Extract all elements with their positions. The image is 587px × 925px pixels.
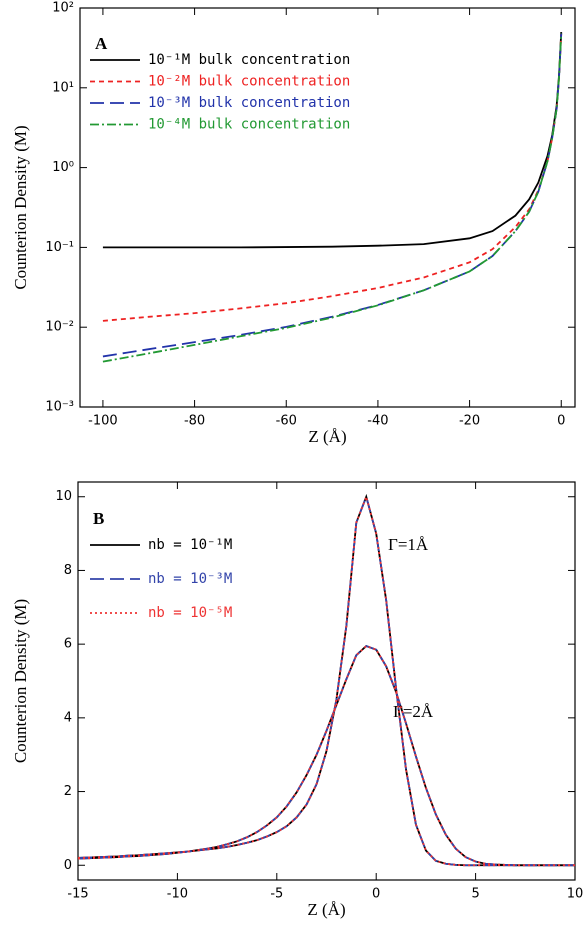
- x-tick-label: 10: [567, 887, 584, 902]
- x-tick-label: -80: [184, 414, 205, 429]
- y-tick-label: 2: [64, 784, 72, 799]
- panel-label: B: [93, 509, 104, 528]
- y-tick-label: 10¹: [52, 80, 74, 95]
- panel-label: A: [95, 34, 108, 53]
- x-tick-label: -10: [167, 887, 188, 902]
- y-tick-label: 10⁻²: [45, 320, 74, 335]
- x-tick-label: -5: [270, 887, 283, 902]
- y-tick-label: 0: [64, 858, 72, 873]
- y-tick-label: 10⁻¹: [45, 240, 74, 255]
- y-tick-label: 10: [55, 489, 72, 504]
- legend-label: 10⁻⁴M bulk concentration: [148, 117, 350, 133]
- x-tick-label: 0: [372, 887, 380, 902]
- y-tick-label: 4: [64, 710, 72, 725]
- legend-label: 10⁻³M bulk concentration: [148, 95, 350, 111]
- series-line: [102, 33, 563, 363]
- x-axis-label: Z (Å): [308, 427, 346, 446]
- plot-frame: [79, 7, 576, 408]
- x-tick-label: -20: [459, 414, 480, 429]
- plot-frame: [77, 481, 576, 881]
- x-tick-label: -100: [88, 414, 118, 429]
- x-tick-label: -60: [276, 414, 297, 429]
- y-tick-label: 10²: [52, 1, 74, 16]
- legend-label: 10⁻¹M bulk concentration: [148, 52, 350, 68]
- legend-label: nb = 10⁻⁵M: [148, 605, 232, 621]
- y-axis-label: Counterion Density (M): [11, 599, 30, 763]
- series-line: [77, 644, 575, 867]
- annotation: Γ=1Å: [388, 535, 429, 554]
- x-tick-label: -40: [367, 414, 388, 429]
- y-tick-label: 8: [64, 563, 72, 578]
- y-tick-label: 10⁰: [52, 160, 74, 175]
- y-axis-label: Counterion Density (M): [11, 125, 30, 289]
- x-tick-label: 0: [557, 414, 565, 429]
- x-tick-label: 5: [471, 887, 479, 902]
- x-tick-label: -15: [67, 887, 88, 902]
- y-tick-label: 6: [64, 637, 72, 652]
- legend-label: 10⁻²M bulk concentration: [148, 74, 350, 90]
- x-axis-label: Z (Å): [307, 900, 345, 919]
- y-tick-label: 10⁻³: [45, 400, 74, 415]
- legend-label: nb = 10⁻¹M: [148, 537, 232, 553]
- legend-label: nb = 10⁻³M: [148, 571, 232, 587]
